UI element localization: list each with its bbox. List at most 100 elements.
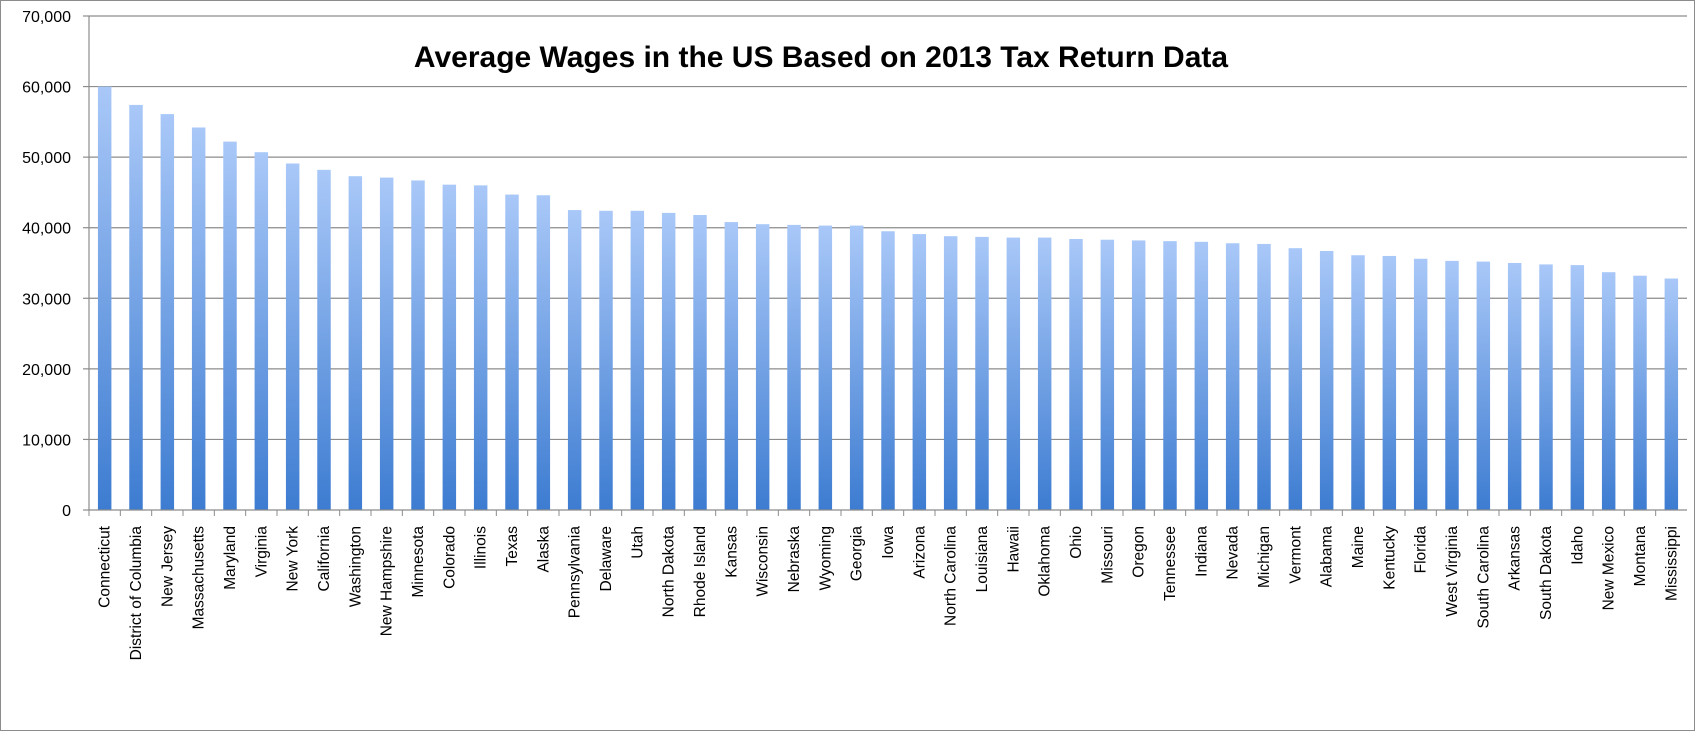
category-label: Vermont [1287,525,1304,583]
y-tick-label: 40,000 [22,221,71,238]
bar [1601,272,1616,510]
category-label: Florida [1413,526,1430,574]
category-label: Massachusetts [191,526,208,630]
category-label: Louisiana [974,526,991,593]
category-label: Georgia [849,526,866,582]
category-label: Tennessee [1162,526,1179,601]
y-tick-label: 50,000 [22,150,71,167]
category-label: Nevada [1225,526,1242,580]
bar [599,210,613,510]
category-label: Indiana [1193,526,1210,577]
y-tick-label: 10,000 [22,432,71,449]
bar [1664,278,1679,510]
bar [1570,265,1585,510]
chart-title: Average Wages in the US Based on 2013 Ta… [414,41,1228,74]
bar [536,195,551,510]
category-label: Alabama [1319,526,1336,588]
category-label: Washington [347,526,364,607]
category-label: Ohio [1068,526,1085,559]
y-tick-labels: 0 10,000 20,000 30,000 40,000 50,000 60,000 70,… [22,9,71,520]
bar [1288,248,1303,510]
bar [849,225,864,510]
bar [943,236,958,510]
bar [1476,261,1491,510]
bar [724,222,739,510]
bar [1351,255,1365,510]
bar [787,224,801,511]
category-label: Alaska [535,526,552,573]
bar [505,194,519,510]
category-label: Kentucky [1381,526,1398,590]
category-label: New Hampshire [379,526,396,636]
y-tick-label: 20,000 [22,362,71,379]
bar [1225,243,1240,511]
bar [160,114,175,510]
bar [1382,255,1397,510]
category-label: Nebraska [786,526,803,593]
category-label: Oklahoma [1037,526,1054,597]
category-label: Wyoming [817,526,834,590]
category-label: Rhode Island [692,526,709,617]
category-label: Pennsylvania [567,526,584,619]
bar [379,177,394,510]
bar [442,184,457,510]
y-tick-label: 0 [62,503,71,520]
bar [818,225,833,510]
category-label: Wisconsin [755,526,772,597]
bar [411,180,425,510]
bar [191,127,206,510]
bar [1257,243,1271,510]
bar [630,210,645,510]
bar [1100,239,1115,510]
bar [348,176,363,510]
bar [317,169,331,511]
bar [1319,251,1334,510]
bar [975,236,989,511]
y-tick-label: 70,000 [22,9,71,26]
category-label: Minnesota [410,526,427,598]
category-label: Montana [1632,526,1649,587]
bar [473,185,488,510]
bar [1539,264,1553,510]
category-label: Virginia [253,526,270,578]
category-label: North Dakota [661,526,678,618]
category-label: Kansas [723,526,740,578]
category-label: South Dakota [1538,526,1555,620]
category-labels: Connecticut District of Columbia New Jerse… [97,525,1681,660]
category-label: Maryland [222,526,239,590]
bar [693,215,707,511]
category-label: South Carolina [1475,526,1492,629]
bar [285,163,300,510]
category-label: Oregon [1131,526,1148,578]
category-label: West Virginia [1444,526,1461,617]
bar [567,210,582,511]
bar [223,141,237,511]
category-label: District of Columbia [128,526,145,661]
bar [1037,237,1052,510]
bar [1413,258,1428,510]
bar [1131,240,1146,510]
category-label: Maine [1350,526,1367,568]
category-label: Colorado [441,526,458,589]
bar [1507,263,1522,510]
category-label: New Mexico [1601,526,1618,610]
category-label: New Jersey [159,526,176,607]
category-label: Michigan [1256,526,1273,588]
bar [1069,239,1083,510]
y-tick-label: 60,000 [22,80,71,97]
category-label: Connecticut [97,525,114,608]
bar [1163,241,1177,510]
category-label: Missouri [1099,526,1116,584]
category-label: Hawaii [1005,526,1022,573]
bar [97,86,112,511]
category-label: Arizona [911,526,928,579]
category-label: Illinois [473,526,490,569]
bar [881,231,895,510]
category-label: Arkansas [1507,526,1524,591]
category-label: Texas [504,526,521,567]
bar [1006,237,1021,510]
category-label: New York [285,526,302,592]
bar [755,224,770,510]
